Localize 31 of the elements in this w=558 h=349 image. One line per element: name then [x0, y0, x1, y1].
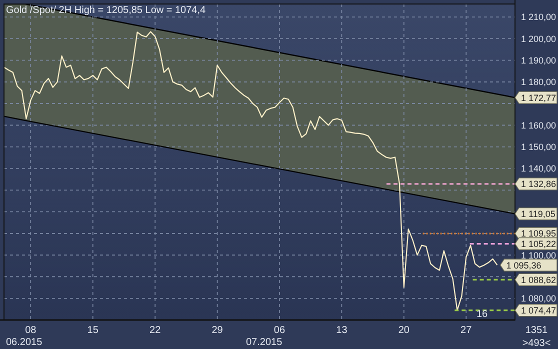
y-tick-label: 1 160,00	[520, 120, 556, 130]
annotation: 16	[476, 309, 488, 320]
x-tick-label: 06	[274, 325, 286, 336]
x-tick-label: 27	[460, 325, 472, 336]
data-label: 1 074,47	[521, 306, 556, 316]
y-tick-label: 1 080,00	[520, 294, 556, 304]
x-tick-label: 29	[212, 325, 224, 336]
x-tick-label: 13	[336, 325, 348, 336]
data-label: 1 105,22	[521, 238, 556, 249]
y-tick-label: 1 140,00	[520, 164, 556, 174]
data-label: 1 095,36	[506, 260, 542, 270]
x-tick-label: 22	[150, 325, 162, 336]
text: 1351	[525, 325, 548, 336]
text: 07.2015	[246, 337, 283, 348]
data-label: 1 109,95	[521, 228, 556, 239]
y-tick-label: 1 190,00	[520, 55, 556, 66]
data-label: 1 172,77	[521, 92, 556, 103]
y-tick-label: 1 150,00	[520, 142, 556, 152]
y-tick-label: 1 210,00	[520, 12, 556, 22]
x-tick-label: 20	[398, 325, 410, 336]
text: 06.2015	[6, 337, 43, 348]
data-label: 1 132,86	[521, 179, 556, 190]
data-label: 1 088,62	[521, 274, 556, 285]
line-series	[4, 31, 498, 311]
y-tick-label: 1 100,00	[520, 250, 556, 260]
y-tick-label: 1 180,00	[520, 77, 556, 88]
text: >493<	[522, 338, 551, 349]
x-tick-label: 08	[25, 325, 37, 336]
x-tick-label: 15	[87, 325, 99, 336]
y-tick-label: 1 200,00	[520, 34, 556, 44]
data-label: 1 119,05	[521, 209, 556, 220]
